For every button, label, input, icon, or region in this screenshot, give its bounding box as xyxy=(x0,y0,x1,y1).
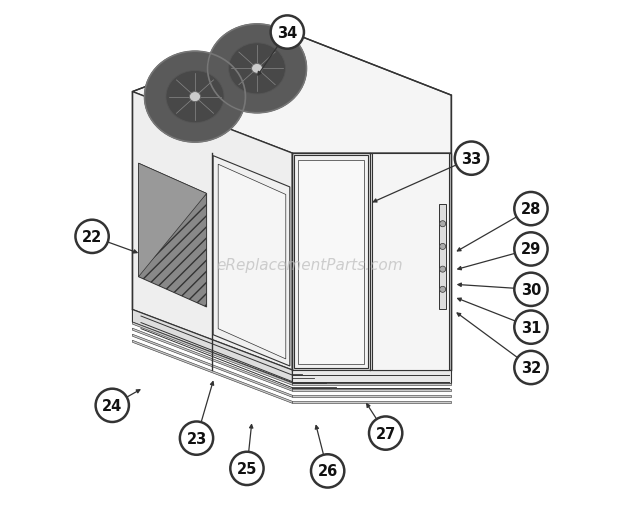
Text: 25: 25 xyxy=(237,461,257,476)
Polygon shape xyxy=(133,93,293,370)
Ellipse shape xyxy=(190,93,200,102)
Text: 26: 26 xyxy=(317,464,338,478)
Ellipse shape xyxy=(208,25,306,114)
Circle shape xyxy=(515,192,547,226)
Text: 31: 31 xyxy=(521,320,541,335)
Polygon shape xyxy=(293,154,451,370)
Polygon shape xyxy=(218,165,286,359)
Text: 33: 33 xyxy=(461,151,482,166)
Polygon shape xyxy=(138,164,206,307)
Circle shape xyxy=(230,452,264,485)
Polygon shape xyxy=(293,402,451,404)
Circle shape xyxy=(76,220,108,253)
Polygon shape xyxy=(133,310,293,383)
Circle shape xyxy=(440,221,446,228)
Polygon shape xyxy=(293,389,451,391)
Text: 27: 27 xyxy=(376,426,396,441)
Text: eReplacementParts.com: eReplacementParts.com xyxy=(216,257,404,272)
Circle shape xyxy=(440,244,446,250)
Polygon shape xyxy=(133,323,293,385)
Polygon shape xyxy=(293,370,451,383)
Polygon shape xyxy=(133,328,293,391)
Polygon shape xyxy=(138,164,206,277)
Polygon shape xyxy=(133,341,293,404)
Text: 28: 28 xyxy=(521,202,541,217)
Text: 24: 24 xyxy=(102,398,122,413)
Polygon shape xyxy=(371,154,449,370)
Ellipse shape xyxy=(252,64,262,74)
Circle shape xyxy=(369,416,402,450)
Circle shape xyxy=(515,233,547,266)
Polygon shape xyxy=(298,161,365,364)
Ellipse shape xyxy=(229,44,285,95)
Circle shape xyxy=(515,311,547,344)
Polygon shape xyxy=(213,156,290,366)
Polygon shape xyxy=(293,383,451,385)
Circle shape xyxy=(455,142,488,176)
Circle shape xyxy=(271,16,304,49)
Circle shape xyxy=(440,287,446,293)
Text: 23: 23 xyxy=(187,431,206,446)
Text: 29: 29 xyxy=(521,242,541,257)
Polygon shape xyxy=(294,156,368,368)
Circle shape xyxy=(95,389,129,422)
Circle shape xyxy=(311,455,344,488)
Ellipse shape xyxy=(166,71,224,124)
Polygon shape xyxy=(133,33,451,154)
Circle shape xyxy=(515,273,547,306)
Polygon shape xyxy=(293,395,451,398)
Text: 22: 22 xyxy=(82,230,102,244)
Text: 30: 30 xyxy=(521,282,541,297)
Ellipse shape xyxy=(144,52,246,143)
Polygon shape xyxy=(438,204,446,310)
Text: 34: 34 xyxy=(277,25,298,40)
Polygon shape xyxy=(133,334,293,398)
Circle shape xyxy=(180,421,213,455)
Circle shape xyxy=(515,351,547,384)
Text: 32: 32 xyxy=(521,360,541,375)
Circle shape xyxy=(440,267,446,273)
